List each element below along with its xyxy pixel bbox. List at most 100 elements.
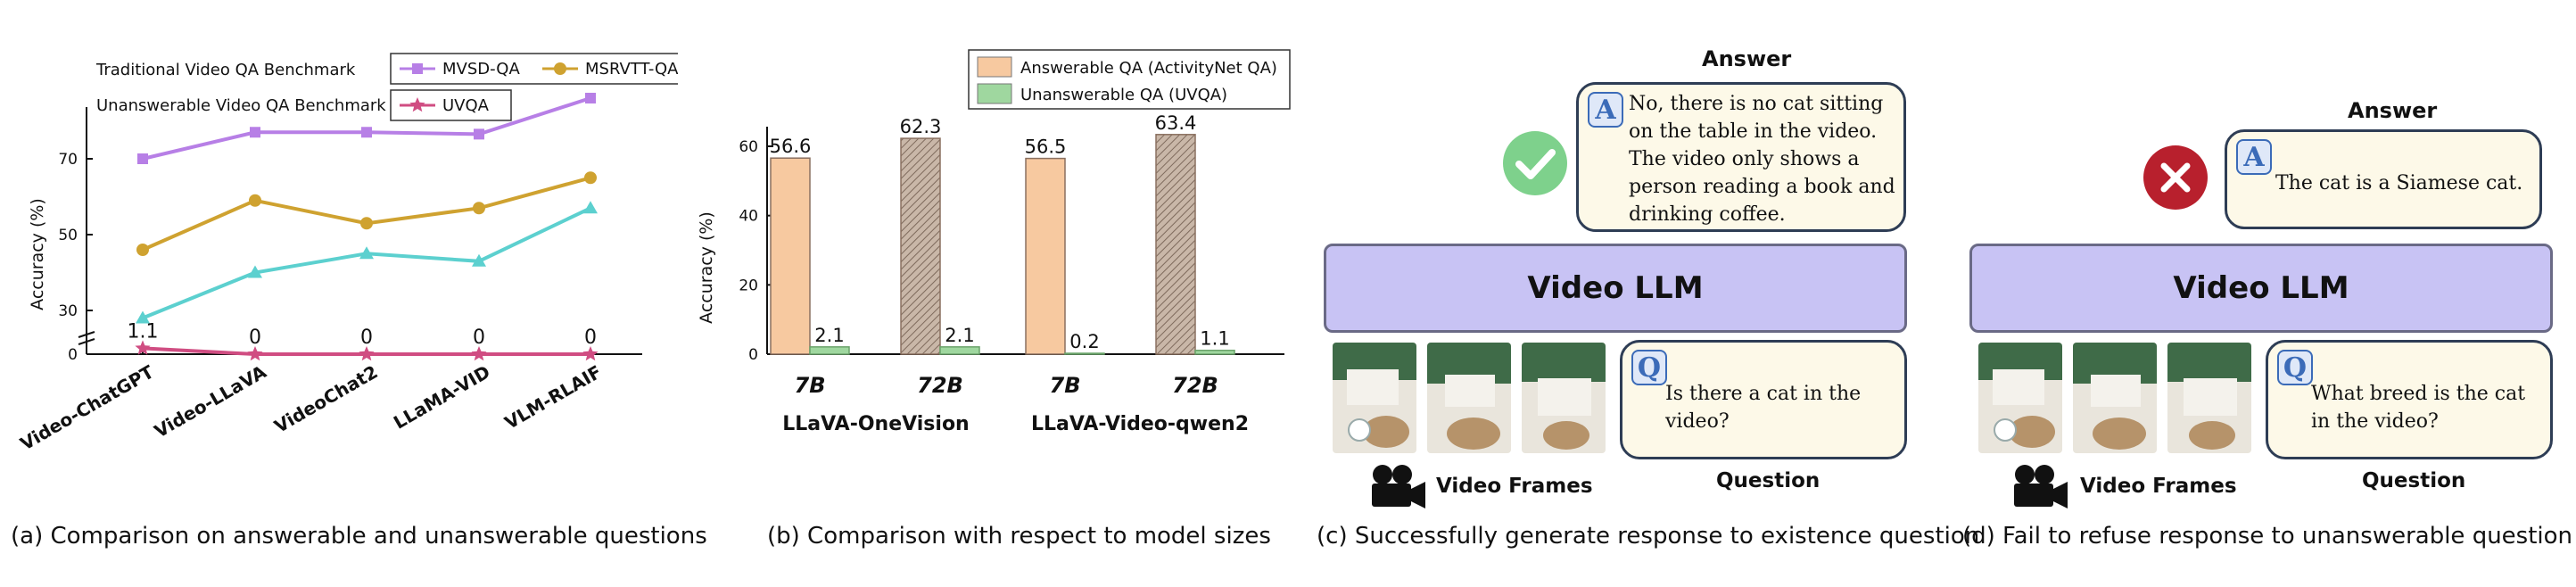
data-label: 1.1 bbox=[128, 320, 159, 343]
data-label: 1.1 bbox=[1200, 328, 1229, 350]
video-frame bbox=[2073, 343, 2157, 453]
question-badge-icon: Q bbox=[1631, 350, 1667, 385]
answer-text: No, there is no cat sitting on the table… bbox=[1629, 90, 1895, 228]
axis-break bbox=[78, 331, 95, 338]
legend-box bbox=[968, 49, 1291, 110]
data-point bbox=[137, 153, 148, 164]
x-tick-label: Video-ChatGPT bbox=[16, 360, 157, 454]
x-tick-label: 7B bbox=[795, 373, 826, 398]
data-point bbox=[248, 265, 262, 278]
video-camera-icon bbox=[2014, 465, 2068, 508]
question-line: What breed is the cat bbox=[2311, 383, 2526, 405]
panel-d: Answer A The cat is a Siamese cat. Video… bbox=[1944, 0, 2576, 587]
bar-answerable bbox=[1155, 134, 1196, 355]
data-point bbox=[582, 346, 599, 361]
video-frame bbox=[1427, 343, 1511, 453]
data-point bbox=[249, 194, 261, 207]
x-tick-label: 72B bbox=[1172, 373, 1218, 398]
video-frame bbox=[1333, 343, 1416, 453]
status-circle bbox=[1503, 131, 1567, 195]
answer-line: The video only shows a bbox=[1629, 148, 1860, 170]
bar-unanswerable bbox=[1064, 352, 1105, 355]
answer-bubble: A No, there is no cat sitting on the tab… bbox=[1576, 82, 1906, 232]
question-title: Question bbox=[2362, 469, 2466, 492]
x-tick-label: Video-LLaVA bbox=[151, 360, 270, 442]
answer-badge-icon: A bbox=[1588, 92, 1623, 128]
legend-marker bbox=[554, 62, 566, 75]
bar-unanswerable bbox=[809, 346, 850, 355]
bar-unanswerable bbox=[1194, 349, 1235, 355]
bar-chart: 0 20 40 60 56.6 2.1 7B 62.3 2.1 72B 56.5 0.2 7B 63.4… bbox=[697, 49, 1291, 435]
data-label: 2.1 bbox=[945, 325, 974, 346]
bar-answerable bbox=[900, 137, 941, 355]
x-tick-label: LLaMA-VID bbox=[390, 361, 494, 434]
answer-title: Answer bbox=[1702, 46, 1792, 71]
data-label: 56.6 bbox=[770, 136, 812, 157]
y-tick-label: 60 bbox=[739, 138, 758, 156]
legend-label: MSRVTT-QA bbox=[585, 60, 678, 79]
answer-text: The cat is a Siamese cat. bbox=[2275, 169, 2522, 197]
y-axis-label: Accuracy (%) bbox=[28, 198, 47, 310]
question-line: video? bbox=[1665, 410, 1730, 433]
data-point bbox=[473, 202, 485, 215]
legend-label: Answerable QA (ActivityNet QA) bbox=[1020, 59, 1277, 78]
video-frame bbox=[2167, 343, 2251, 453]
caption-b: (b) Comparison with respect to model siz… bbox=[767, 523, 1271, 550]
video-llm-box: Video LLM bbox=[1324, 244, 1907, 333]
legend-swatch bbox=[977, 83, 1012, 104]
caption-a: (a) Comparison on answerable and unanswe… bbox=[11, 523, 707, 550]
legend-label: Unanswerable QA (UVQA) bbox=[1020, 86, 1227, 104]
data-label: 2.1 bbox=[814, 325, 844, 346]
question-badge-icon: Q bbox=[2277, 350, 2313, 385]
data-point bbox=[359, 346, 375, 361]
x-tick-label: 72B bbox=[917, 373, 963, 398]
data-point bbox=[136, 244, 149, 256]
answer-title: Answer bbox=[2348, 98, 2438, 123]
caption-c: (c) Successfully generate response to ex… bbox=[1317, 523, 1980, 550]
y-tick-label: 20 bbox=[739, 277, 758, 294]
data-point bbox=[247, 346, 263, 361]
bar-answerable bbox=[770, 157, 811, 355]
axis-break bbox=[78, 338, 95, 345]
video-frame bbox=[1522, 343, 1606, 453]
question-line: in the video? bbox=[2311, 410, 2439, 433]
x-tick-label: VideoChat2 bbox=[270, 361, 381, 438]
x-tick-label: 7B bbox=[1050, 373, 1081, 398]
question-title: Question bbox=[1716, 469, 1821, 492]
panel-a: 0 30 50 70 Video-ChatGPT Video-LLaVA VideoChat… bbox=[0, 0, 707, 587]
question-text: Is there a cat in the video? bbox=[1665, 380, 1861, 435]
question-bubble: Q What breed is the cat in the video? bbox=[2266, 340, 2553, 459]
legend-title-unanswerable: Unanswerable Video QA Benchmark bbox=[96, 96, 386, 115]
bar-unanswerable bbox=[939, 346, 980, 355]
answer-line: No, there is no cat sitting bbox=[1629, 93, 1884, 115]
answer-line: The cat is a Siamese cat. bbox=[2275, 172, 2523, 194]
video-camera-icon bbox=[1372, 465, 1425, 508]
data-label: 0 bbox=[249, 327, 261, 349]
data-point bbox=[585, 93, 596, 103]
y-tick-label: 0 bbox=[748, 346, 758, 364]
data-label: 63.4 bbox=[1155, 112, 1197, 134]
data-point bbox=[472, 253, 486, 267]
data-point bbox=[474, 128, 484, 140]
legend-label: MVSD-QA bbox=[442, 60, 520, 79]
question-line: Is there a cat in the bbox=[1665, 383, 1862, 405]
data-label: 0.2 bbox=[1069, 331, 1099, 352]
data-label: 0 bbox=[360, 327, 373, 349]
data-label: 0 bbox=[473, 327, 485, 349]
cross-icon bbox=[2143, 145, 2208, 210]
group-label-onevision: LLaVA-OneVision bbox=[782, 413, 969, 435]
legend-label: UVQA bbox=[442, 96, 490, 115]
caption-d: (d) Fail to refuse response to unanswera… bbox=[1962, 523, 2573, 550]
video-frames-label: Video Frames bbox=[2080, 475, 2237, 498]
data-point bbox=[471, 346, 487, 361]
data-point bbox=[583, 201, 598, 214]
answer-line: drinking coffee. bbox=[1629, 203, 1786, 226]
group-label-video-qwen2: LLaVA-Video-qwen2 bbox=[1031, 413, 1249, 435]
data-label: 56.5 bbox=[1025, 136, 1067, 158]
legend-box bbox=[390, 89, 512, 121]
question-bubble: Q Is there a cat in the video? bbox=[1620, 340, 1907, 459]
data-label: 62.3 bbox=[900, 116, 942, 137]
y-axis-label: Accuracy (%) bbox=[697, 211, 716, 324]
legend-swatch bbox=[977, 56, 1012, 78]
